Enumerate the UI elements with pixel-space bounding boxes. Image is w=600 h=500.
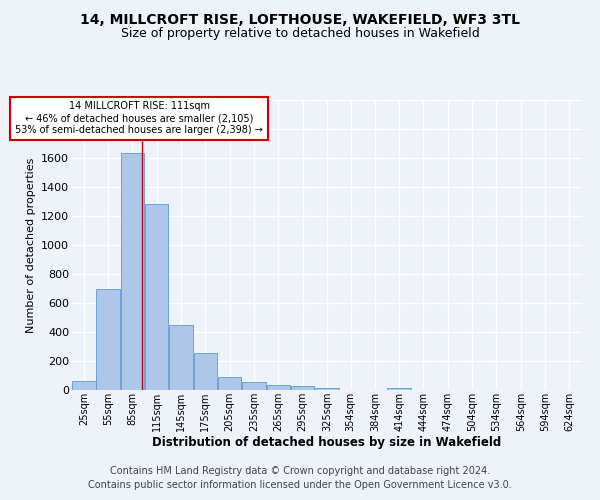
Bar	[145, 204, 169, 390]
Text: Distribution of detached houses by size in Wakefield: Distribution of detached houses by size …	[152, 436, 502, 449]
Bar	[121, 153, 144, 390]
Y-axis label: Number of detached properties: Number of detached properties	[26, 158, 35, 332]
Bar	[218, 377, 241, 390]
Bar	[266, 385, 290, 390]
Text: Contains HM Land Registry data © Crown copyright and database right 2024.: Contains HM Land Registry data © Crown c…	[110, 466, 490, 476]
Text: 14 MILLCROFT RISE: 111sqm
← 46% of detached houses are smaller (2,105)
53% of se: 14 MILLCROFT RISE: 111sqm ← 46% of detac…	[16, 102, 263, 134]
Bar	[194, 353, 217, 390]
Bar	[315, 388, 339, 390]
Text: Size of property relative to detached houses in Wakefield: Size of property relative to detached ho…	[121, 28, 479, 40]
Bar	[388, 388, 411, 390]
Text: 14, MILLCROFT RISE, LOFTHOUSE, WAKEFIELD, WF3 3TL: 14, MILLCROFT RISE, LOFTHOUSE, WAKEFIELD…	[80, 12, 520, 26]
Bar	[169, 326, 193, 390]
Bar	[97, 289, 120, 390]
Bar	[242, 382, 266, 390]
Bar	[291, 386, 314, 390]
Bar	[72, 380, 95, 390]
Text: Contains public sector information licensed under the Open Government Licence v3: Contains public sector information licen…	[88, 480, 512, 490]
